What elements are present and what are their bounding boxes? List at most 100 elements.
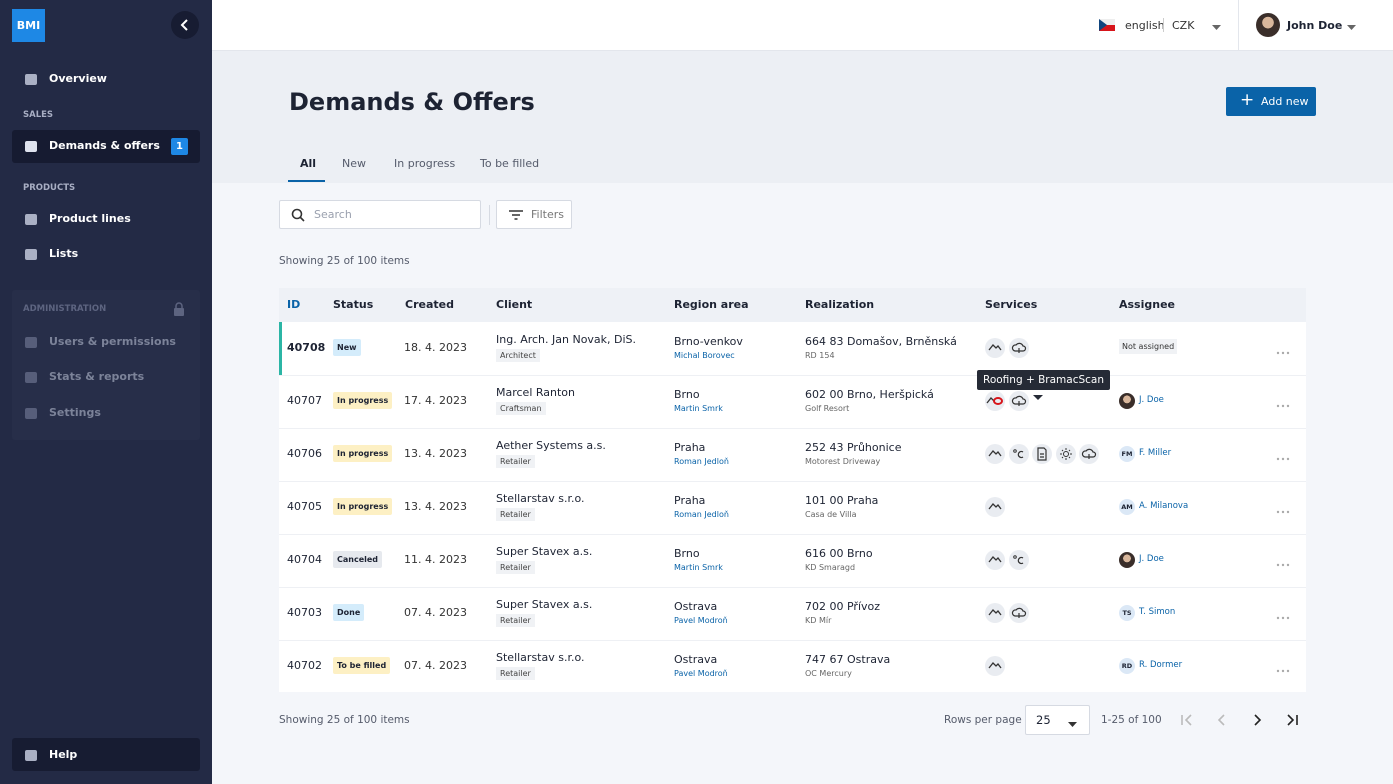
separator bbox=[489, 205, 490, 225]
nav-item[interactable]: Demands & offers bbox=[49, 139, 160, 152]
service-icon[interactable] bbox=[1055, 444, 1076, 464]
service-icon[interactable] bbox=[985, 603, 1005, 623]
address-note: OC Mercury bbox=[805, 669, 852, 678]
tab[interactable]: New bbox=[342, 157, 366, 170]
region-person[interactable]: Michal Borovec bbox=[674, 351, 735, 360]
row-menu[interactable] bbox=[1276, 398, 1290, 408]
add-button[interactable]: + Add new bbox=[1226, 87, 1316, 116]
assignee-name[interactable]: F. Miller bbox=[1139, 448, 1172, 458]
region-person[interactable]: Roman Jedloň bbox=[674, 510, 729, 519]
user-name[interactable]: John Doe bbox=[1287, 19, 1343, 32]
service-icon[interactable] bbox=[985, 391, 1005, 411]
assignee-name[interactable]: R. Dormer bbox=[1139, 660, 1183, 670]
nav-icon bbox=[24, 212, 38, 226]
client-type: Retailer bbox=[496, 561, 535, 574]
row-menu[interactable] bbox=[1276, 451, 1290, 461]
active-nav-bg bbox=[12, 130, 200, 163]
section-label: PRODUCTS bbox=[23, 183, 76, 193]
assignee-name[interactable]: J. Doe bbox=[1139, 554, 1164, 564]
last-page[interactable] bbox=[1285, 713, 1299, 727]
row-id[interactable]: 40703 bbox=[287, 606, 322, 619]
region: Brno-venkov bbox=[674, 335, 743, 348]
service-icon[interactable] bbox=[1008, 338, 1029, 358]
nav-item[interactable]: Users & permissions bbox=[49, 335, 176, 348]
region: Praha bbox=[674, 494, 706, 507]
service-icon[interactable] bbox=[985, 444, 1005, 464]
row-menu[interactable] bbox=[1276, 345, 1290, 355]
status-badge: Canceled bbox=[333, 551, 383, 568]
currency[interactable]: CZK bbox=[1172, 19, 1195, 32]
region-person[interactable]: Martin Smrk bbox=[674, 404, 723, 413]
service-icon[interactable] bbox=[1008, 391, 1029, 411]
service-icon[interactable] bbox=[1008, 444, 1029, 464]
language[interactable]: english bbox=[1125, 19, 1165, 32]
nav-item[interactable]: Lists bbox=[49, 247, 79, 260]
row-id[interactable]: 40707 bbox=[287, 394, 322, 407]
next-page[interactable] bbox=[1250, 713, 1264, 727]
sidebar: BMI SALES Overview Demands & offers 1 PRODUCT… bbox=[0, 0, 212, 784]
row-menu[interactable] bbox=[1276, 557, 1290, 567]
nav-item[interactable]: Settings bbox=[49, 406, 101, 419]
service-icon[interactable] bbox=[1032, 444, 1052, 464]
assignee-name[interactable]: J. Doe bbox=[1139, 395, 1164, 405]
assignee-name[interactable]: A. Milanova bbox=[1139, 501, 1189, 511]
row-id[interactable]: 40702 bbox=[287, 659, 322, 672]
nav-badge: 1 bbox=[171, 138, 188, 155]
row-divider bbox=[279, 640, 1306, 641]
column-header[interactable]: Client bbox=[496, 298, 533, 311]
row-id[interactable]: 40706 bbox=[287, 447, 322, 460]
row-menu[interactable] bbox=[1276, 504, 1290, 514]
column-header[interactable]: ID bbox=[287, 298, 301, 311]
address: 101 00 Praha bbox=[805, 494, 879, 507]
created-date: 11. 4. 2023 bbox=[404, 553, 467, 566]
column-header[interactable]: Assignee bbox=[1119, 298, 1176, 311]
service-icon[interactable] bbox=[985, 497, 1005, 517]
row-menu[interactable] bbox=[1276, 663, 1290, 673]
prev-page[interactable] bbox=[1215, 713, 1229, 727]
region-person[interactable]: Pavel Modroň bbox=[674, 669, 728, 678]
region: Ostrava bbox=[674, 600, 718, 613]
column-header[interactable]: Region area bbox=[674, 298, 749, 311]
collapse-button[interactable] bbox=[171, 11, 199, 39]
nav-icon bbox=[24, 335, 38, 349]
nav-item[interactable]: Overview bbox=[49, 72, 107, 85]
region: Brno bbox=[674, 388, 700, 401]
address: 252 43 Průhonice bbox=[805, 441, 902, 454]
column-header[interactable]: Created bbox=[405, 298, 454, 311]
first-page[interactable] bbox=[1180, 713, 1194, 727]
lock-icon bbox=[173, 302, 185, 316]
row-menu[interactable] bbox=[1276, 610, 1290, 620]
service-icon[interactable] bbox=[985, 550, 1005, 570]
row-id[interactable]: 40705 bbox=[287, 500, 322, 513]
client-name: Stellarstav s.r.o. bbox=[496, 492, 585, 505]
logo: BMI bbox=[12, 9, 45, 42]
region-person[interactable]: Roman Jedloň bbox=[674, 457, 729, 466]
created-date: 13. 4. 2023 bbox=[404, 447, 467, 460]
row-highlight bbox=[279, 322, 282, 375]
rows-per-page-select[interactable]: 25 bbox=[1025, 705, 1090, 735]
service-icon[interactable] bbox=[1008, 603, 1029, 623]
row-id[interactable]: 40704 bbox=[287, 553, 322, 566]
column-header[interactable]: Status bbox=[333, 298, 374, 311]
service-icon[interactable] bbox=[1008, 550, 1029, 570]
service-icon[interactable] bbox=[985, 656, 1005, 676]
tab[interactable]: All bbox=[300, 157, 317, 170]
service-icon[interactable] bbox=[985, 338, 1005, 358]
nav-item[interactable]: Help bbox=[49, 748, 78, 761]
section-label: ADMINISTRATION bbox=[23, 304, 107, 314]
service-icon[interactable] bbox=[1079, 444, 1099, 464]
column-header[interactable]: Realization bbox=[805, 298, 875, 311]
created-date: 13. 4. 2023 bbox=[404, 500, 467, 513]
region-person[interactable]: Martin Smrk bbox=[674, 563, 723, 572]
assignee-name[interactable]: T. Simon bbox=[1139, 607, 1176, 617]
tab[interactable]: To be filled bbox=[480, 157, 540, 170]
row-id[interactable]: 40708 bbox=[287, 341, 326, 354]
filter-icon bbox=[509, 210, 523, 220]
nav-item[interactable]: Product lines bbox=[49, 212, 131, 225]
search-box[interactable]: Search bbox=[279, 200, 481, 229]
region-person[interactable]: Pavel Modroň bbox=[674, 616, 728, 625]
filters-button[interactable]: Filters bbox=[496, 200, 572, 229]
column-header[interactable]: Services bbox=[985, 298, 1038, 311]
nav-item[interactable]: Stats & reports bbox=[49, 370, 145, 383]
tab[interactable]: In progress bbox=[394, 157, 456, 170]
